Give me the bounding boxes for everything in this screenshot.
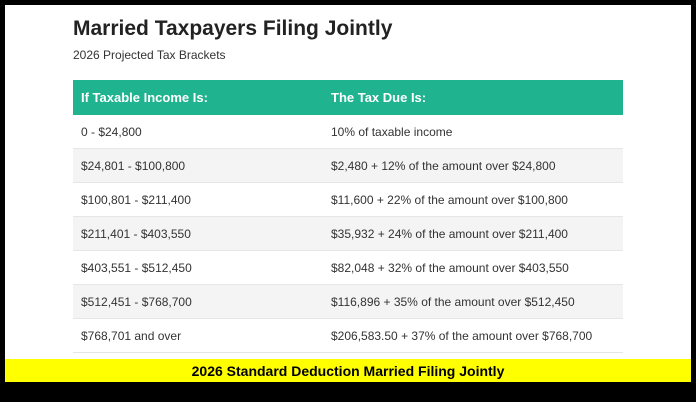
table-header: If Taxable Income Is: The Tax Due Is: xyxy=(73,80,623,115)
table-row: $24,801 - $100,800 $2,480 + 12% of the a… xyxy=(73,149,623,183)
income-range: $512,451 - $768,700 xyxy=(81,294,192,309)
page-title: Married Taxpayers Filing Jointly xyxy=(73,17,393,40)
income-range: $100,801 - $211,400 xyxy=(81,192,191,207)
table-row: $512,451 - $768,700 $116,896 + 35% of th… xyxy=(73,285,623,319)
table-row: $100,801 - $211,400 $11,600 + 22% of the… xyxy=(73,183,623,217)
income-range: $211,401 - $403,550 xyxy=(81,226,191,241)
tax-due: $116,896 + 35% of the amount over $512,4… xyxy=(331,294,575,309)
tax-due: $2,480 + 12% of the amount over $24,800 xyxy=(331,158,556,173)
tax-due: $11,600 + 22% of the amount over $100,80… xyxy=(331,192,568,207)
tax-bracket-table: If Taxable Income Is: The Tax Due Is: 0 … xyxy=(73,80,623,353)
tax-due: $82,048 + 32% of the amount over $403,55… xyxy=(331,260,569,275)
tax-due: 10% of taxable income xyxy=(331,124,453,139)
tax-due: $35,932 + 24% of the amount over $211,40… xyxy=(331,226,568,241)
caption-banner: 2026 Standard Deduction Married Filing J… xyxy=(5,359,691,382)
table-row: $211,401 - $403,550 $35,932 + 24% of the… xyxy=(73,217,623,251)
table-row: $768,701 and over $206,583.50 + 37% of t… xyxy=(73,319,623,353)
page-subtitle: 2026 Projected Tax Brackets xyxy=(73,48,226,62)
header-tax-due: The Tax Due Is: xyxy=(331,90,427,105)
tax-due: $206,583.50 + 37% of the amount over $76… xyxy=(331,328,593,343)
header-taxable-income: If Taxable Income Is: xyxy=(81,90,208,105)
income-range: $768,701 and over xyxy=(81,328,182,343)
tax-bracket-card: Married Taxpayers Filing Jointly 2026 Pr… xyxy=(5,5,691,359)
income-range: $24,801 - $100,800 xyxy=(81,158,186,173)
income-range: $403,551 - $512,450 xyxy=(81,260,192,275)
table-row: 0 - $24,800 10% of taxable income xyxy=(73,115,623,149)
income-range: 0 - $24,800 xyxy=(81,124,142,139)
table-row: $403,551 - $512,450 $82,048 + 32% of the… xyxy=(73,251,623,285)
